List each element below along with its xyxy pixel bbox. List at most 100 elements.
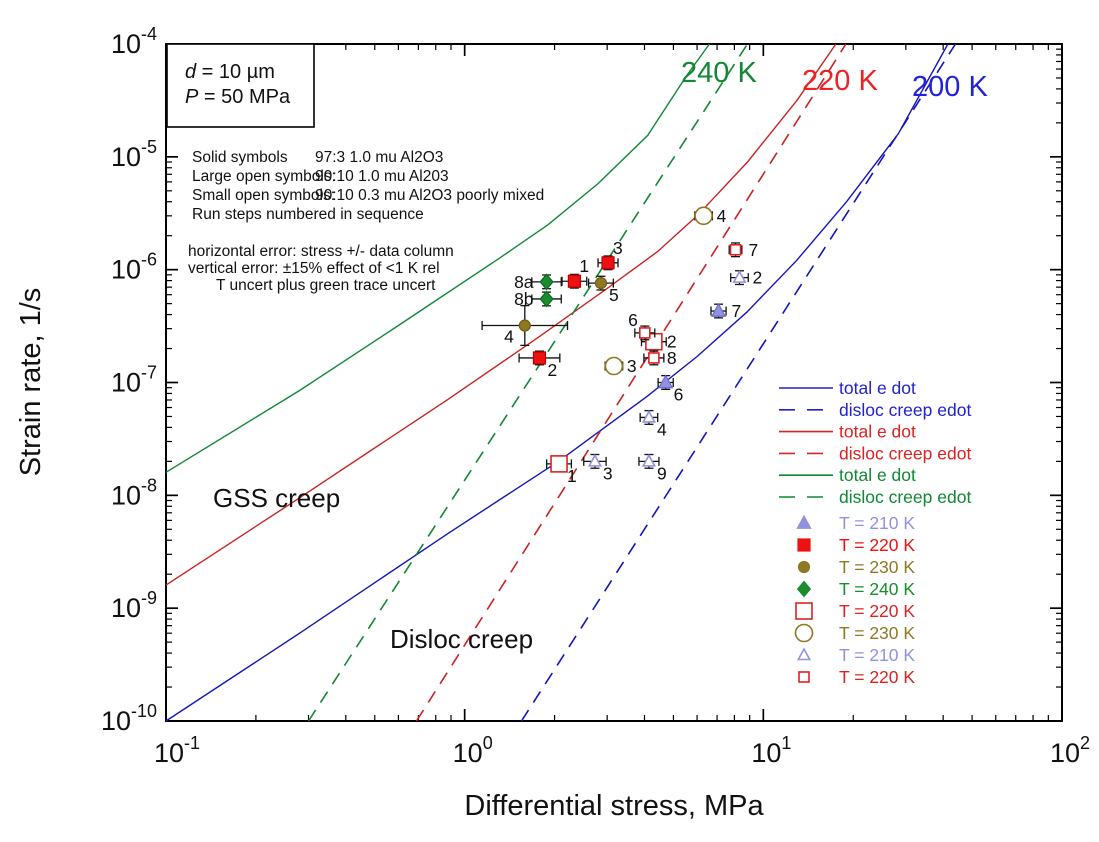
symbol-key-value: 90:10 1.0 mu Al203 [315, 168, 449, 185]
legend-label: T = 220 K [839, 535, 915, 555]
error-note-line: T uncert plus green trace uncert [216, 277, 436, 294]
legend-label: total e dot [839, 422, 916, 442]
plot-frame [165, 43, 1063, 722]
legend-label: disloc creep edot [839, 400, 971, 420]
legend-line-row: total e dot [779, 422, 916, 442]
curve-label-240k: 240 K [681, 57, 757, 89]
annotation-box-border [166, 43, 315, 128]
series: 34 [604, 206, 727, 376]
data-point: 6 [657, 374, 684, 405]
symbol-key-label: Small open symbols: [192, 187, 335, 204]
y-tick-label: 10-7 [111, 363, 157, 398]
legend-line-row: total e dot [779, 378, 916, 398]
run-step-label: 5 [609, 285, 619, 305]
legend-label: total e dot [839, 378, 916, 398]
data-point: 4 [481, 304, 569, 347]
condition-annotation-box: d = 10 µm P = 50 MPa [166, 43, 315, 128]
series: 1 3 2 [518, 238, 623, 380]
square-filled-marker [601, 256, 615, 270]
triangle-open-small-marker [587, 453, 602, 467]
y-tick-label: 10-9 [111, 588, 157, 623]
run-step-label: 6 [628, 310, 638, 330]
curve-label-200k: 200 K [912, 71, 988, 103]
run-step-label: 2 [547, 360, 557, 380]
run-step-label: 7 [732, 301, 742, 321]
run-step-label: 4 [504, 327, 514, 347]
data-point: 2 [640, 332, 677, 352]
error-note-line: vertical error: ±15% effect of <1 K rel [188, 260, 440, 277]
legend-label: T = 210 K [839, 645, 915, 665]
square-open-small-marker [798, 671, 810, 683]
triangle-open-small-marker [796, 647, 812, 661]
symbol-key-label: Large open symbols: [192, 168, 336, 185]
total-creep-curve-200k [165, 43, 949, 722]
data-point: 7 [710, 301, 742, 321]
square-filled-marker [567, 274, 581, 288]
symbol-key-value: 90:10 0.3 mu Al2O3 poorly mixed [315, 187, 544, 204]
data-point: 6 [628, 310, 656, 341]
run-step-label: 8b [514, 289, 533, 309]
total-creep-curve-220k [165, 43, 837, 586]
axis-ticks [165, 43, 1063, 722]
legend-label: T = 230 K [839, 623, 915, 643]
run-step-label: 6 [674, 385, 684, 405]
run-step-label: 7 [749, 240, 759, 260]
legend-symbol-row: T = 220 K [795, 601, 915, 621]
legend-label: T = 240 K [839, 579, 915, 599]
legend-label: T = 220 K [839, 667, 915, 687]
x-tick-label: 10-1 [154, 733, 200, 768]
data-point: 7 [728, 240, 759, 260]
disloc-creep-curve-200k [520, 43, 957, 722]
run-step-label: 9 [657, 463, 667, 483]
run-step-label: 3 [613, 238, 623, 258]
circle-open-large-marker [794, 623, 814, 643]
data-point: 3 [597, 238, 623, 271]
symbol-key-value: 97:3 1.0 mu Al2O3 [315, 149, 443, 166]
data-point: 9 [638, 453, 667, 483]
data-point: 8b [514, 289, 562, 309]
y-tick-label: 10-5 [111, 137, 157, 172]
run-step-label: 8a [514, 272, 534, 292]
square-open-large-marker [795, 602, 813, 620]
run-step-label: 3 [627, 356, 637, 376]
data-point: 8 [643, 348, 677, 368]
run-step-label: 8 [667, 348, 677, 368]
data-point: 5 [587, 275, 619, 305]
data-point: 2 [730, 268, 762, 288]
x-tick-label: 101 [751, 733, 791, 768]
legend-symbol-row: T = 220 K [797, 535, 915, 555]
legend-line-row: disloc creep edot [779, 400, 971, 420]
legend-symbol-row: T = 240 K [796, 579, 915, 599]
square-filled-marker [797, 538, 811, 552]
circle-filled-marker [797, 560, 811, 574]
diamond-filled-marker [539, 273, 554, 291]
disloc-creep-curve-240k [307, 43, 749, 722]
circle-filled-marker [518, 319, 531, 332]
tick-labels: 10-1 100 101 102 10-4 10-5 10-6 10-7 10-8 10-9 10-… [101, 24, 1090, 768]
series: 3 9 4 2 [583, 268, 762, 483]
creep-curves [165, 43, 957, 722]
legend-symbol-row: T = 230 K [797, 557, 915, 577]
data-point: 3 [604, 356, 637, 376]
y-tick-label: 10-10 [101, 701, 157, 736]
run-step-label: 4 [657, 419, 667, 439]
run-step-label: 1 [579, 256, 589, 276]
y-axis-title: Strain rate, 1/s [15, 288, 47, 477]
legend-symbol-row: T = 220 K [798, 667, 915, 687]
symbol-key-label: Solid symbols [192, 149, 288, 166]
data-point: 3 [583, 453, 613, 483]
run-step-label: 2 [752, 268, 762, 288]
circle-open-large-marker [694, 206, 713, 226]
legend-label: total e dot [839, 465, 916, 485]
region-label-gss: GSS creep [213, 483, 340, 513]
data-point: 1 [561, 256, 589, 289]
legend-label: T = 230 K [839, 557, 915, 577]
series: 6 8 7 [628, 240, 758, 368]
x-tick-label: 100 [453, 733, 493, 768]
symbol-key-label: Run steps numbered in sequence [192, 206, 424, 223]
series: 54 [481, 275, 619, 347]
symbol-key-text-block: Solid symbols 97:3 1.0 mu Al2O3 Large open… [188, 149, 544, 294]
square-open-small-marker [729, 243, 742, 256]
